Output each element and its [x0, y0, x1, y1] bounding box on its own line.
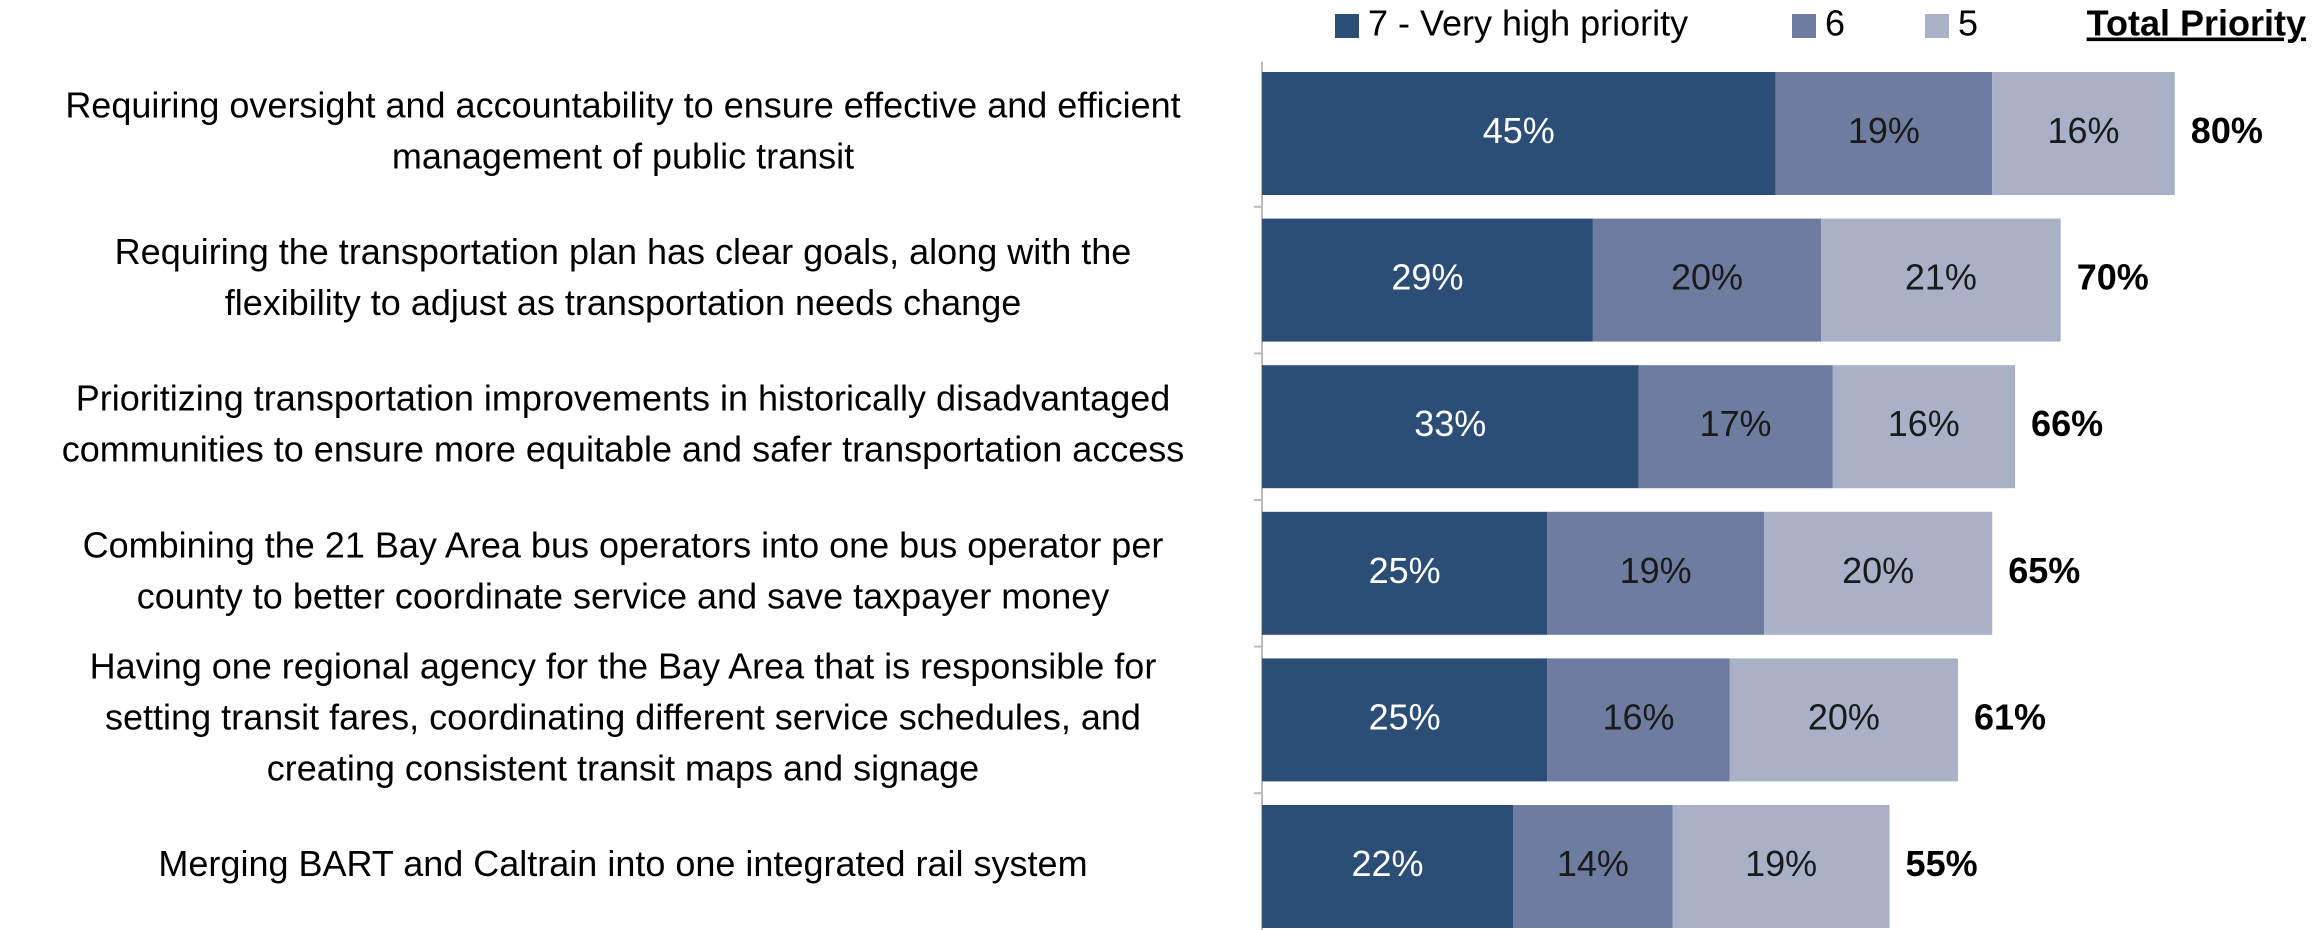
total-label: 55% — [1906, 843, 1978, 884]
bar-segment — [1262, 658, 1548, 782]
bar-segment — [1764, 511, 1993, 635]
category-label: Combining the 21 Bay Area bus operators … — [83, 524, 1164, 565]
value-label: 19% — [1620, 550, 1692, 591]
value-label: 19% — [1745, 843, 1817, 884]
bar-segment — [1262, 218, 1593, 342]
bar-segment — [1821, 218, 2061, 342]
totals-title: Total Priority — [2087, 3, 2306, 44]
category-label: setting transit fares, coordinating diff… — [105, 696, 1141, 737]
bar-segment — [1262, 511, 1548, 635]
value-label: 29% — [1391, 257, 1463, 298]
value-label: 16% — [1602, 696, 1674, 737]
legend-swatch — [1925, 14, 1949, 38]
bar-segment — [1547, 658, 1730, 782]
value-label: 20% — [1671, 257, 1743, 298]
bar-segment — [1672, 805, 1890, 928]
value-label: 20% — [1808, 696, 1880, 737]
bar-segment — [1262, 72, 1776, 195]
total-label: 65% — [2008, 550, 2080, 591]
value-label: 33% — [1414, 403, 1486, 444]
category-label: Prioritizing transportation improvements… — [76, 378, 1171, 419]
bar-segment — [1513, 805, 1673, 928]
category-label: Requiring the transportation plan has cl… — [115, 231, 1132, 272]
category-label: creating consistent transit maps and sig… — [267, 747, 979, 788]
value-label: 25% — [1369, 696, 1441, 737]
value-label: 45% — [1483, 110, 1555, 151]
category-label: Having one regional agency for the Bay A… — [90, 645, 1157, 686]
value-label: 17% — [1699, 403, 1771, 444]
bar-segment — [1547, 511, 1765, 635]
category-label: Requiring oversight and accountability t… — [65, 85, 1180, 126]
bar-segment — [1729, 658, 1959, 782]
category-label: county to better coordinate service and … — [137, 575, 1110, 616]
value-label: 25% — [1369, 550, 1441, 591]
bar-segment — [1992, 72, 2175, 195]
value-label: 20% — [1842, 550, 1914, 591]
bar-segment — [1262, 365, 1639, 489]
total-label: 70% — [2077, 257, 2149, 298]
legend-label: 7 - Very high priority — [1368, 3, 1688, 44]
value-label: 16% — [2047, 110, 2119, 151]
value-label: 22% — [1351, 843, 1423, 884]
value-label: 21% — [1905, 257, 1977, 298]
total-label: 80% — [2191, 110, 2263, 151]
total-label: 61% — [1974, 696, 2046, 737]
legend-label: 6 — [1825, 3, 1845, 44]
bar-segment — [1832, 365, 2016, 489]
total-label: 66% — [2031, 403, 2103, 444]
value-label: 19% — [1848, 110, 1920, 151]
bar-segment — [1262, 805, 1514, 928]
legend-label: 5 — [1958, 3, 1978, 44]
bar-segment — [1775, 72, 1993, 195]
category-label: Merging BART and Caltrain into one integ… — [158, 843, 1087, 884]
category-label: communities to ensure more equitable and… — [62, 429, 1185, 470]
value-label: 16% — [1888, 403, 1960, 444]
category-label: flexibility to adjust as transportation … — [225, 282, 1021, 323]
value-label: 14% — [1557, 843, 1629, 884]
category-label: management of public transit — [392, 136, 854, 177]
legend-swatch — [1792, 14, 1816, 38]
bar-segment — [1592, 218, 1822, 342]
bar-segment — [1638, 365, 1833, 489]
legend-swatch — [1335, 14, 1359, 38]
